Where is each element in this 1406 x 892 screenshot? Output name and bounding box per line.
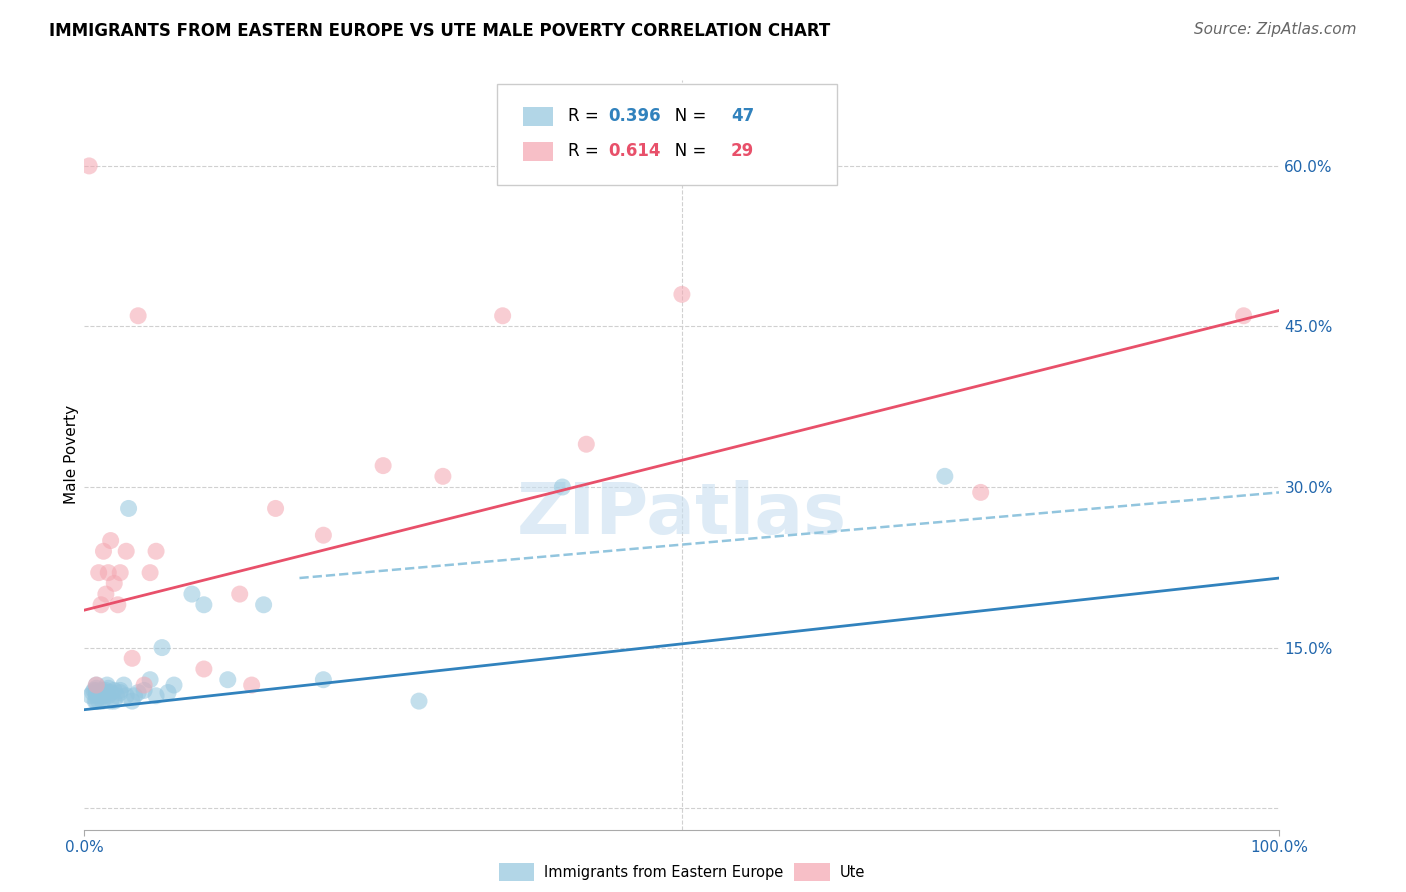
Text: 29: 29 — [731, 143, 754, 161]
Point — [77, 159, 100, 173]
Point — [100, 533, 122, 548]
Point — [100, 685, 122, 699]
Text: N =: N = — [659, 107, 711, 125]
Point — [86, 694, 108, 708]
Point — [432, 469, 454, 483]
Text: Source: ZipAtlas.com: Source: ZipAtlas.com — [1194, 22, 1357, 37]
Point — [82, 685, 104, 699]
Point — [127, 309, 149, 323]
Point — [229, 587, 252, 601]
Point — [312, 528, 335, 542]
Point — [157, 685, 180, 699]
Point — [139, 566, 162, 580]
Point — [86, 685, 108, 699]
Point — [970, 485, 993, 500]
Point — [89, 689, 111, 703]
Point — [93, 685, 115, 699]
FancyBboxPatch shape — [523, 142, 553, 161]
Text: 0.614: 0.614 — [607, 143, 661, 161]
Text: R =: R = — [568, 107, 605, 125]
Point — [103, 576, 125, 591]
Point — [86, 678, 108, 692]
FancyBboxPatch shape — [523, 107, 553, 126]
Point — [124, 689, 146, 703]
Text: Ute: Ute — [839, 865, 865, 880]
Text: 47: 47 — [731, 107, 754, 125]
Point — [79, 689, 101, 703]
Point — [127, 685, 149, 699]
Point — [87, 694, 110, 708]
Point — [121, 651, 143, 665]
Point — [115, 544, 138, 558]
Point — [934, 469, 956, 483]
Point — [112, 678, 135, 692]
Point — [96, 678, 118, 692]
Point — [94, 587, 117, 601]
Y-axis label: Male Poverty: Male Poverty — [63, 405, 79, 505]
Point — [193, 662, 215, 676]
Point — [551, 480, 574, 494]
Point — [84, 694, 107, 708]
Point — [91, 683, 114, 698]
Point — [83, 683, 105, 698]
Point — [90, 598, 112, 612]
Text: 0.396: 0.396 — [607, 107, 661, 125]
Point — [193, 598, 215, 612]
Point — [312, 673, 335, 687]
Point — [139, 673, 162, 687]
Text: N =: N = — [659, 143, 711, 161]
Point — [163, 678, 186, 692]
Point — [253, 598, 276, 612]
Point — [408, 694, 430, 708]
FancyBboxPatch shape — [496, 84, 838, 186]
Point — [93, 689, 115, 703]
Text: IMMIGRANTS FROM EASTERN EUROPE VS UTE MALE POVERTY CORRELATION CHART: IMMIGRANTS FROM EASTERN EUROPE VS UTE MA… — [49, 22, 831, 40]
Point — [91, 694, 114, 708]
Point — [103, 683, 125, 698]
Point — [103, 694, 125, 708]
Point — [492, 309, 515, 323]
Point — [97, 689, 120, 703]
Point — [1233, 309, 1256, 323]
Point — [115, 689, 138, 703]
Point — [110, 685, 132, 699]
Text: R =: R = — [568, 143, 605, 161]
Point — [132, 683, 156, 698]
Point — [145, 544, 167, 558]
Point — [94, 683, 117, 698]
Point — [575, 437, 598, 451]
Point — [107, 598, 129, 612]
Point — [217, 673, 239, 687]
Point — [105, 689, 128, 703]
Point — [110, 683, 132, 698]
Point — [97, 566, 120, 580]
Point — [240, 678, 263, 692]
Point — [86, 683, 108, 698]
Point — [93, 544, 115, 558]
Point — [671, 287, 693, 301]
Point — [121, 694, 143, 708]
Text: ZIPatlas: ZIPatlas — [517, 481, 846, 549]
Point — [150, 640, 173, 655]
Point — [117, 501, 139, 516]
Point — [181, 587, 204, 601]
Point — [264, 501, 287, 516]
Point — [132, 678, 156, 692]
Point — [145, 689, 167, 703]
Point — [86, 678, 108, 692]
Point — [86, 681, 108, 696]
Point — [86, 689, 108, 703]
Point — [97, 681, 120, 696]
Point — [87, 566, 110, 580]
Point — [110, 566, 132, 580]
Point — [100, 694, 122, 708]
Text: Immigrants from Eastern Europe: Immigrants from Eastern Europe — [544, 865, 783, 880]
Point — [373, 458, 395, 473]
